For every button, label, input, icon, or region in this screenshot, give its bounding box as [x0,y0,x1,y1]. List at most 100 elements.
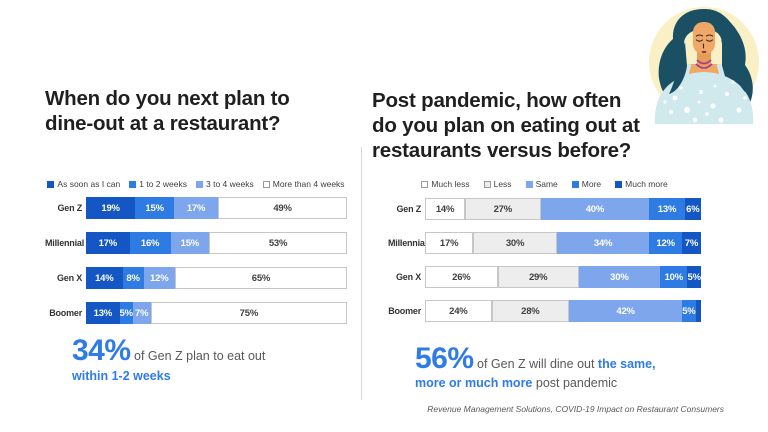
legend-swatch-icon [525,180,533,188]
bar-segment: 27% [465,198,541,220]
chart-legend: As soon as I can 1 to 2 weeks 3 to 4 weeks… [45,179,347,189]
right-chart-title: Post pandemic, how often do you plan on … [372,88,640,162]
legend-item: More [571,179,602,189]
bar-segment: 19% [86,197,136,219]
left-highlight-emphasis: within 1-2 weeks [72,369,171,383]
bar-segment: 65% [174,267,347,289]
category-label: Boomer [388,306,421,316]
chart-row: Gen X 26% 29% 30% 10% 5% [388,266,701,288]
legend-item: Much less [421,179,470,189]
legend-label: More than 4 weeks [272,179,345,189]
chart-row: Gen Z 19% 15% 17% 49% [45,197,347,219]
bar-segment: 15% [170,232,210,254]
chart-row: Boomer 13% 5% 7% 75% [45,302,347,324]
bar-segment [695,300,702,322]
bar-segment: 15% [135,197,175,219]
stacked-bar: 14% 8% 12% 65% [86,267,347,289]
bar-segment: 42% [569,300,683,322]
legend-label: Less [493,179,512,189]
face-features [695,34,714,49]
mouth [701,50,707,54]
legend-item: As soon as I can [47,179,120,189]
bar-segment: 16% [129,232,171,254]
dress-polka-dots [663,80,747,123]
chart-row: Millennial 17% 16% 15% 53% [45,232,347,254]
woman-avatar-illustration [649,7,759,124]
bar-segment: 17% [174,197,219,219]
bar-segment: 49% [218,197,347,219]
left-highlight-percent: 34% [72,334,131,367]
category-label: Millennial [45,238,85,248]
bar-segment: 14% [425,198,466,220]
left-highlight-text: of Gen Z plan to eat out [130,349,266,363]
bar-segment: 17% [425,232,474,254]
bar-segment: 26% [425,266,498,288]
right-highlight-emphasis: the same, more or much more [415,357,656,390]
legend-item: More than 4 weeks [262,179,345,189]
bar-segment: 13% [649,198,685,220]
legend-label: Much more [625,179,668,189]
category-label: Gen X [56,273,82,283]
bar-segment: 13% [86,302,120,324]
legend-item: Same [525,179,558,189]
bar-segment: 40% [540,198,650,220]
bar-segment: 6% [684,198,701,220]
chart-row: Boomer 24% 28% 42% 5% [388,300,702,322]
face [693,22,715,54]
dress-strap-right [716,63,727,83]
chart-legend: Much less Less Same More Much more [388,179,701,189]
legend-swatch-icon [129,180,137,188]
bar-segment: 14% [86,267,123,289]
legend-item: Less [483,179,512,189]
dine-out-timing-chart: As soon as I can 1 to 2 weeks 3 to 4 weeks… [45,179,347,337]
legend-swatch-icon [262,180,270,188]
bar-segment: 24% [425,300,492,322]
legend-item: 1 to 2 weeks [129,179,187,189]
stacked-bar: 26% 29% 30% 10% 5% [425,266,701,288]
stacked-bar: 19% 15% 17% 49% [86,197,347,219]
bar-segment: 12% [649,232,682,254]
legend-label: More [581,179,602,189]
hair-lock-right [721,40,747,92]
legend-label: 1 to 2 weeks [139,179,187,189]
stacked-bar: 24% 28% 42% 5% [425,300,702,322]
chart-row: Millennial 17% 30% 34% 12% 7% [388,232,701,254]
chart-row: Gen Z 14% 27% 40% 13% 6% [388,198,701,220]
legend-swatch-icon [571,180,579,188]
hair-lock-left [669,42,687,94]
bar-segment: 34% [556,232,650,254]
category-label: Gen Z [57,203,82,213]
legend-item: 3 to 4 weeks [196,179,254,189]
bar-segment: 53% [209,232,347,254]
category-label: Millennial [388,238,428,248]
bar-segment: 7% [132,302,151,324]
category-label: Boomer [49,308,82,318]
post-pandemic-frequency-chart: Much less Less Same More Much more Gen Z 14% 27… [388,179,702,334]
bar-segment: 30% [578,266,661,288]
stacked-bar: 17% 30% 34% 12% 7% [425,232,701,254]
left-highlight-callout: 34% of Gen Z plan to eat out within 1-2 … [72,336,350,385]
category-label: Gen X [395,272,421,282]
legend-label: As soon as I can [57,179,121,189]
bar-segment: 75% [150,302,347,324]
bar-segment: 7% [681,232,701,254]
legend-label: 3 to 4 weeks [206,179,254,189]
left-chart-title: When do you next plan to dine-out at a r… [45,86,290,135]
stacked-bar: 17% 16% 15% 53% [86,232,347,254]
right-highlight-text-1: of Gen Z will dine out [473,357,598,371]
vertical-divider [361,147,362,400]
right-highlight-callout: 56% of Gen Z will dine out the same, mor… [415,344,677,392]
legend-swatch-icon [47,180,55,188]
legend-swatch-icon [196,180,203,188]
stacked-bar: 13% 5% 7% 75% [86,302,347,324]
necklace [695,59,713,69]
source-attribution: Revenue Management Solutions, COVID-19 I… [427,404,724,414]
legend-label: Much less [431,179,470,189]
legend-label: Same [535,179,558,189]
bar-segment: 30% [473,232,557,254]
stacked-bar: 14% 27% 40% 13% 6% [425,198,701,220]
chart-row: Gen X 14% 8% 12% 65% [45,267,347,289]
bar-segment: 28% [491,300,570,322]
bar-segment: 12% [143,267,175,289]
bar-segment: 5% [687,266,701,288]
